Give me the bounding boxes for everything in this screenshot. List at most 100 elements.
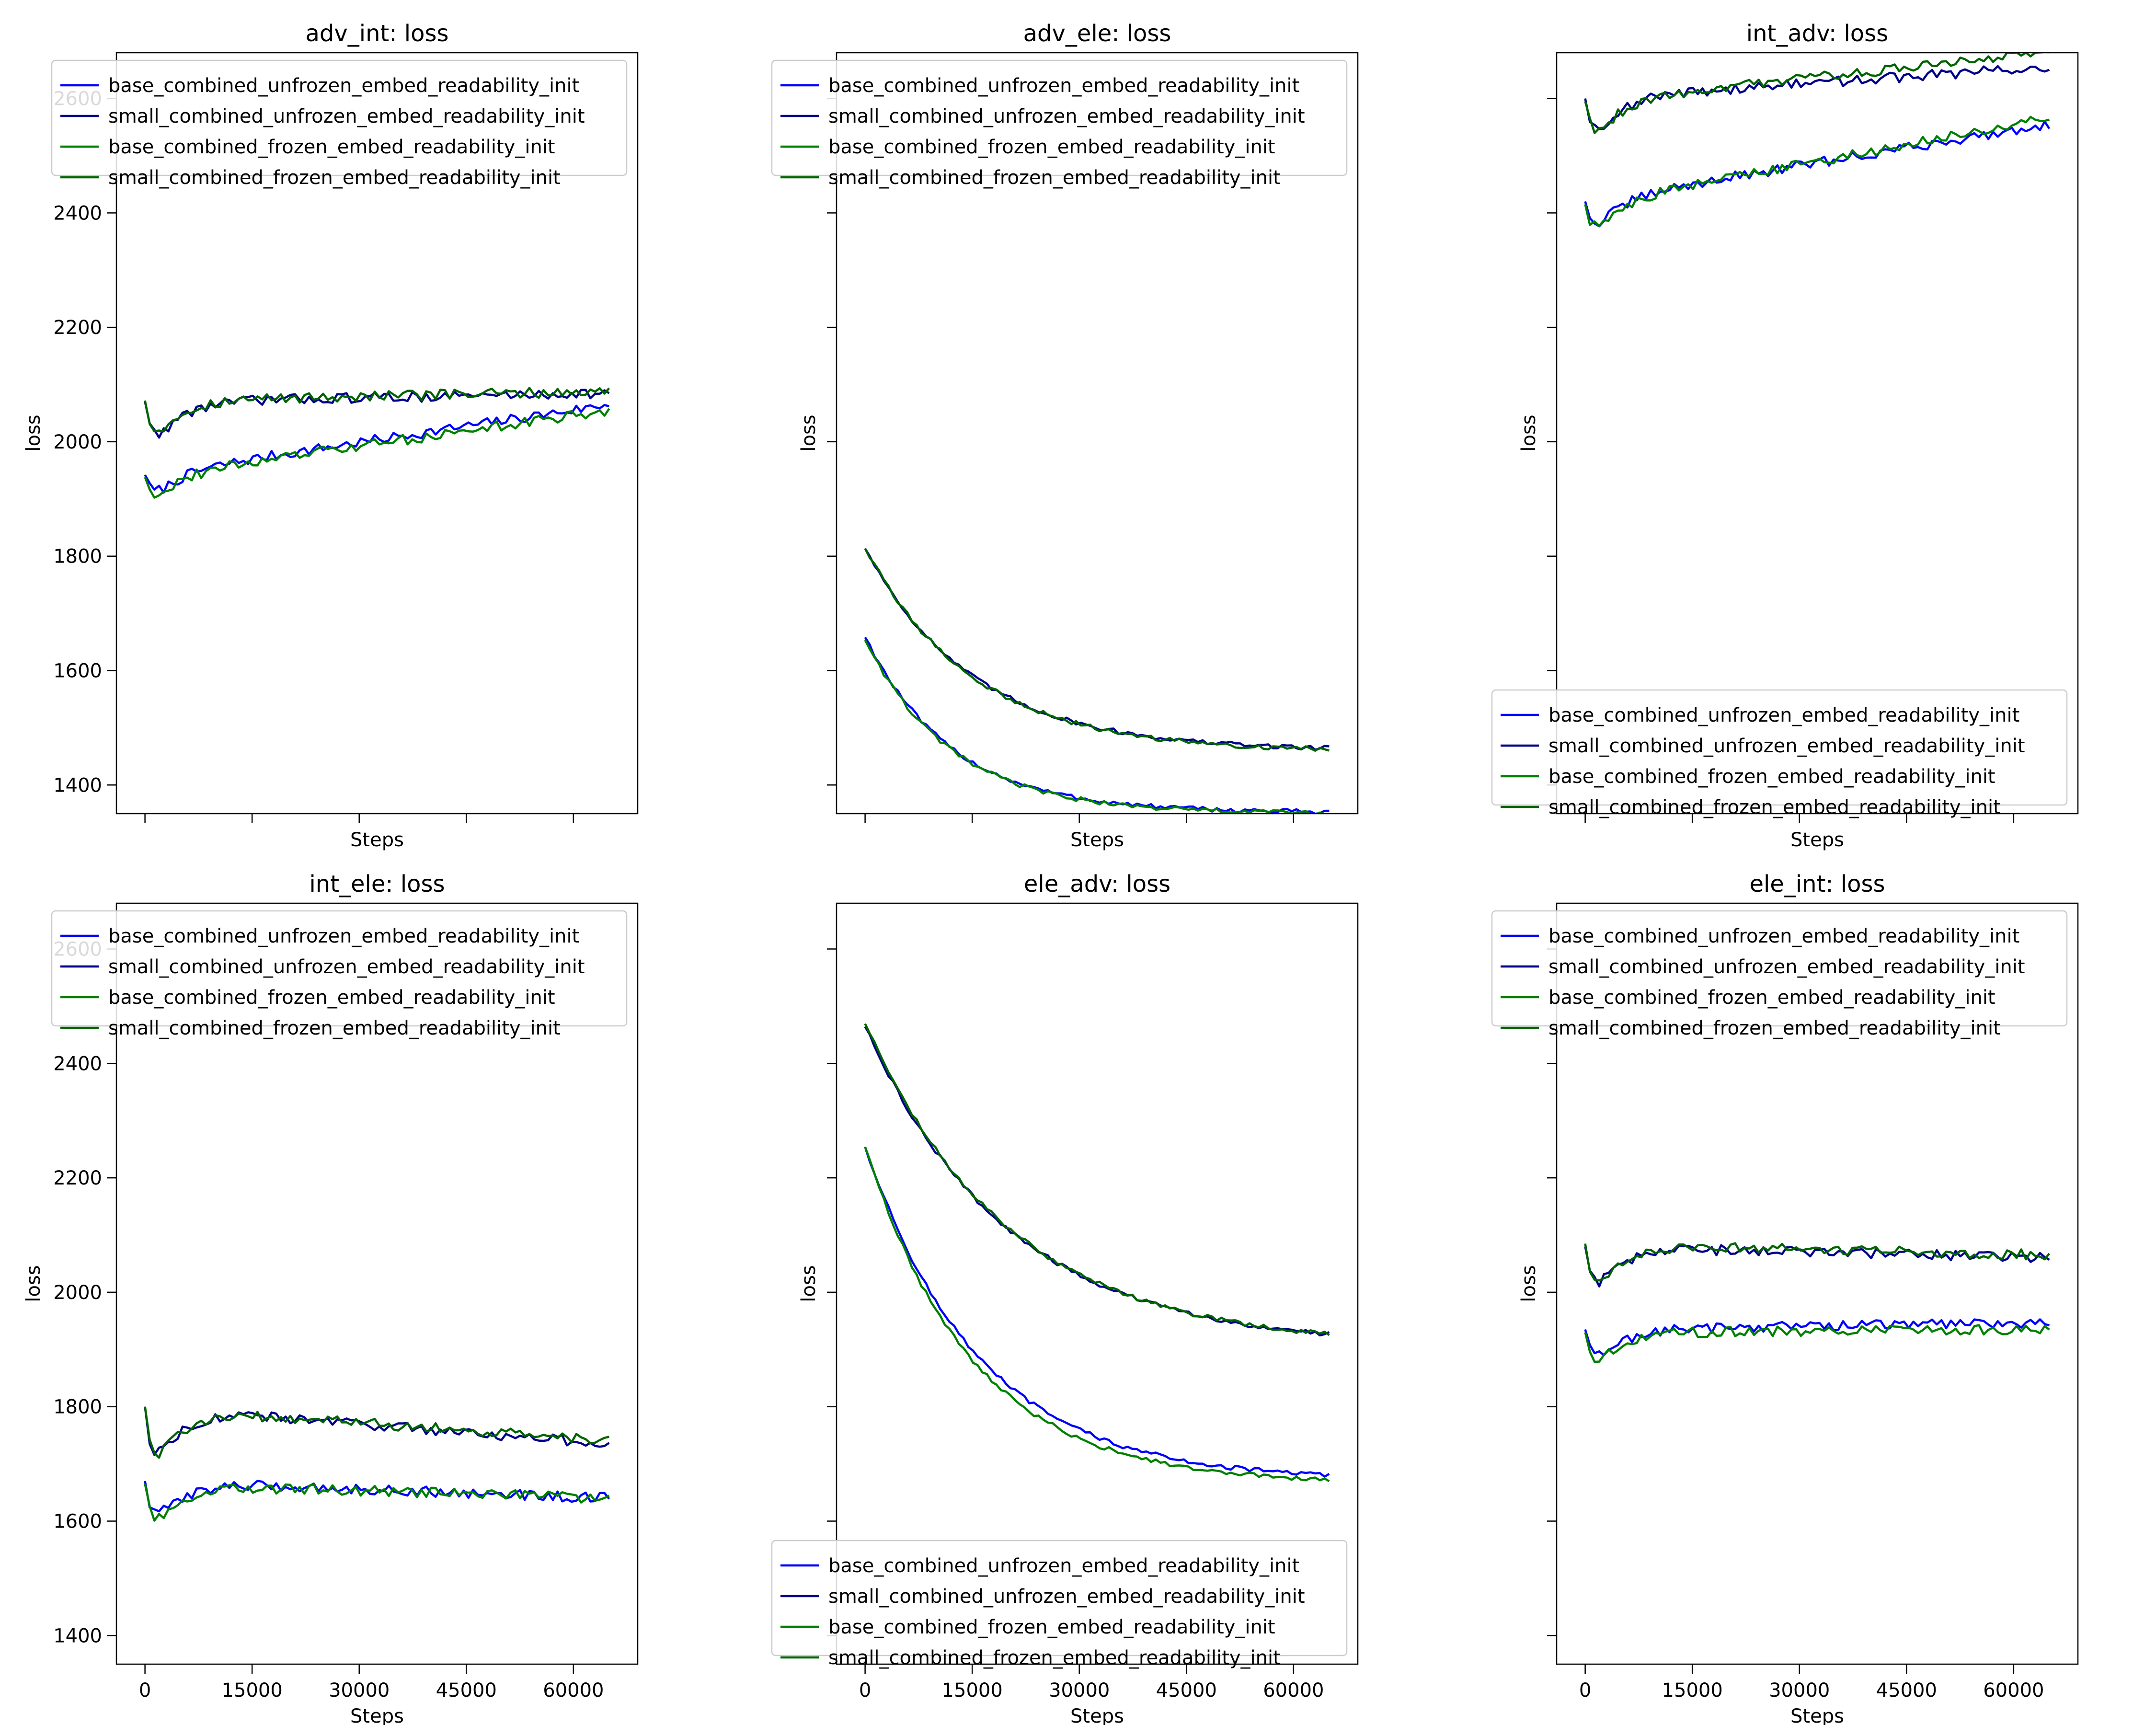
series-line-small_combined_unfrozen_embed_readability_init — [1584, 1244, 2050, 1288]
series-line-small_combined_unfrozen_embed_readability_init — [864, 548, 1330, 751]
legend-label: small_combined_unfrozen_embed_readabilit… — [108, 105, 585, 127]
panel-title: adv_int: loss — [305, 20, 448, 47]
legend: base_combined_unfrozen_embed_readability… — [51, 59, 628, 189]
legend-label: base_combined_unfrozen_embed_readability… — [1548, 925, 2019, 947]
series-line-base_combined_unfrozen_embed_readability_init — [1584, 1318, 2050, 1357]
legend-box — [1491, 689, 2068, 806]
y-tick-label: 1400 — [53, 774, 102, 796]
legend-label: small_combined_frozen_embed_readability_… — [108, 1017, 561, 1039]
legend-label: base_combined_unfrozen_embed_readability… — [1548, 704, 2019, 726]
y-tick-label: 1800 — [53, 1396, 102, 1418]
legend-label: small_combined_frozen_embed_readability_… — [828, 1647, 1281, 1669]
x-tick-label: 30000 — [329, 1679, 390, 1702]
legend-label: small_combined_unfrozen_embed_readabilit… — [1548, 956, 2025, 978]
x-tick-label: 45000 — [1876, 1679, 1937, 1702]
x-axis-label: Steps — [1070, 829, 1124, 851]
series-line-small_combined_unfrozen_embed_readability_init — [144, 1406, 610, 1456]
panel-title: int_adv: loss — [1746, 20, 1888, 47]
series-line-base_combined_unfrozen_embed_readability_init — [864, 1146, 1330, 1478]
x-tick-label: 30000 — [1049, 1679, 1110, 1702]
series-line-base_combined_frozen_embed_readability_init — [864, 1146, 1330, 1483]
y-tick-label: 1600 — [53, 1511, 102, 1533]
legend-label: base_combined_frozen_embed_readability_i… — [828, 1616, 1275, 1638]
legend-label: small_combined_frozen_embed_readability_… — [108, 167, 561, 189]
y-axis-label: loss — [798, 414, 820, 451]
legend-label: small_combined_unfrozen_embed_readabilit… — [828, 105, 1305, 127]
series-line-small_combined_frozen_embed_readability_init — [864, 548, 1330, 752]
plot-area — [144, 1406, 610, 1522]
series-line-small_combined_frozen_embed_readability_init — [1584, 1242, 2051, 1282]
plot-area — [864, 1023, 1330, 1483]
plot-area — [864, 548, 1330, 814]
legend-box — [51, 59, 628, 176]
legend-label: small_combined_frozen_embed_readability_… — [1548, 796, 2001, 818]
panel-title: int_ele: loss — [309, 871, 445, 897]
y-tick-label: 1400 — [53, 1625, 102, 1647]
axes-frame — [836, 52, 1359, 815]
x-tick-label: 15000 — [222, 1679, 283, 1702]
legend: base_combined_unfrozen_embed_readability… — [771, 59, 1348, 189]
y-tick-label: 2000 — [53, 431, 102, 453]
legend: base_combined_unfrozen_embed_readability… — [771, 1540, 1348, 1669]
series-line-small_combined_frozen_embed_readability_init — [144, 387, 610, 433]
y-tick-label: 2200 — [53, 1167, 102, 1189]
x-tick-label: 45000 — [436, 1679, 497, 1702]
plot-area — [144, 387, 610, 499]
panel-ele_adv: ele_adv: loss 0 15000 30000 45000 60000 Steps l… — [771, 871, 1359, 1725]
plot-area — [1584, 53, 2051, 228]
series-line-base_combined_unfrozen_embed_readability_init — [144, 1480, 610, 1513]
x-axis-label: Steps — [1070, 1705, 1124, 1725]
legend-label: base_combined_unfrozen_embed_readability… — [108, 75, 579, 97]
x-tick-label: 15000 — [942, 1679, 1003, 1702]
legend: base_combined_unfrozen_embed_readability… — [1491, 689, 2068, 818]
legend-label: base_combined_unfrozen_embed_readability… — [828, 75, 1299, 97]
axes-frame — [1556, 52, 2079, 815]
legend: base_combined_unfrozen_embed_readability… — [1491, 910, 2068, 1039]
series-line-small_combined_unfrozen_embed_readability_init — [864, 1026, 1330, 1337]
legend-box — [51, 910, 628, 1027]
series-line-small_combined_frozen_embed_readability_init — [864, 1023, 1330, 1336]
x-axis-label: Steps — [350, 829, 404, 851]
panel-int_adv: int_adv: loss Steps loss base_combined_unfr… — [1491, 20, 2079, 851]
x-tick-label: 0 — [859, 1679, 871, 1702]
series-line-small_combined_frozen_embed_readability_init — [1584, 53, 2050, 134]
panel-adv_ele: adv_ele: loss Steps loss base_combined_unfr… — [771, 20, 1359, 851]
x-axis-label: Steps — [1790, 1705, 1844, 1725]
legend-label: base_combined_frozen_embed_readability_i… — [108, 987, 555, 1009]
panel-int_ele: int_ele: loss140016001800200022002400260… — [23, 871, 639, 1725]
axes-frame — [1556, 902, 2079, 1665]
legend-label: small_combined_unfrozen_embed_readabilit… — [828, 1586, 1305, 1608]
x-tick-label: 30000 — [1769, 1679, 1830, 1702]
y-axis-label: loss — [1518, 414, 1540, 451]
x-tick-label: 45000 — [1156, 1679, 1217, 1702]
series-line-base_combined_unfrozen_embed_readability_init — [864, 636, 1330, 814]
legend-label: base_combined_frozen_embed_readability_i… — [1548, 987, 1995, 1009]
x-tick-label: 15000 — [1662, 1679, 1723, 1702]
legend: base_combined_unfrozen_embed_readability… — [51, 910, 628, 1039]
x-tick-label: 0 — [1579, 1679, 1591, 1702]
legend-label: base_combined_unfrozen_embed_readability… — [108, 925, 579, 947]
axes-frame — [115, 52, 639, 815]
legend-label: base_combined_frozen_embed_readability_i… — [108, 136, 555, 158]
legend-label: small_combined_unfrozen_embed_readabilit… — [108, 956, 585, 978]
series-line-base_combined_unfrozen_embed_readability_init — [144, 404, 609, 494]
x-axis-label: Steps — [350, 1705, 404, 1725]
legend-label: small_combined_unfrozen_embed_readabilit… — [1548, 735, 2025, 757]
series-line-small_combined_unfrozen_embed_readability_init — [1584, 65, 2050, 130]
series-line-base_combined_frozen_embed_readability_init — [864, 639, 1328, 814]
x-tick-label: 60000 — [543, 1679, 604, 1702]
x-axis-label: Steps — [1790, 829, 1844, 851]
legend-label: small_combined_frozen_embed_readability_… — [828, 167, 1281, 189]
y-axis-label: loss — [798, 1265, 820, 1302]
panel-title: ele_adv: loss — [1024, 871, 1170, 897]
panel-title: ele_int: loss — [1749, 871, 1885, 897]
legend-box — [771, 1540, 1348, 1656]
series-line-base_combined_frozen_embed_readability_init — [144, 408, 610, 499]
legend-label: small_combined_frozen_embed_readability_… — [1548, 1017, 2001, 1039]
series-line-base_combined_frozen_embed_readability_init — [144, 1483, 610, 1522]
y-tick-label: 2200 — [53, 317, 102, 339]
y-tick-label: 1800 — [53, 546, 102, 568]
series-line-base_combined_frozen_embed_readability_init — [1584, 1324, 2050, 1363]
panel-adv_int: adv_int: loss140016001800200022002400260… — [23, 20, 639, 851]
y-tick-label: 2400 — [53, 1053, 102, 1075]
